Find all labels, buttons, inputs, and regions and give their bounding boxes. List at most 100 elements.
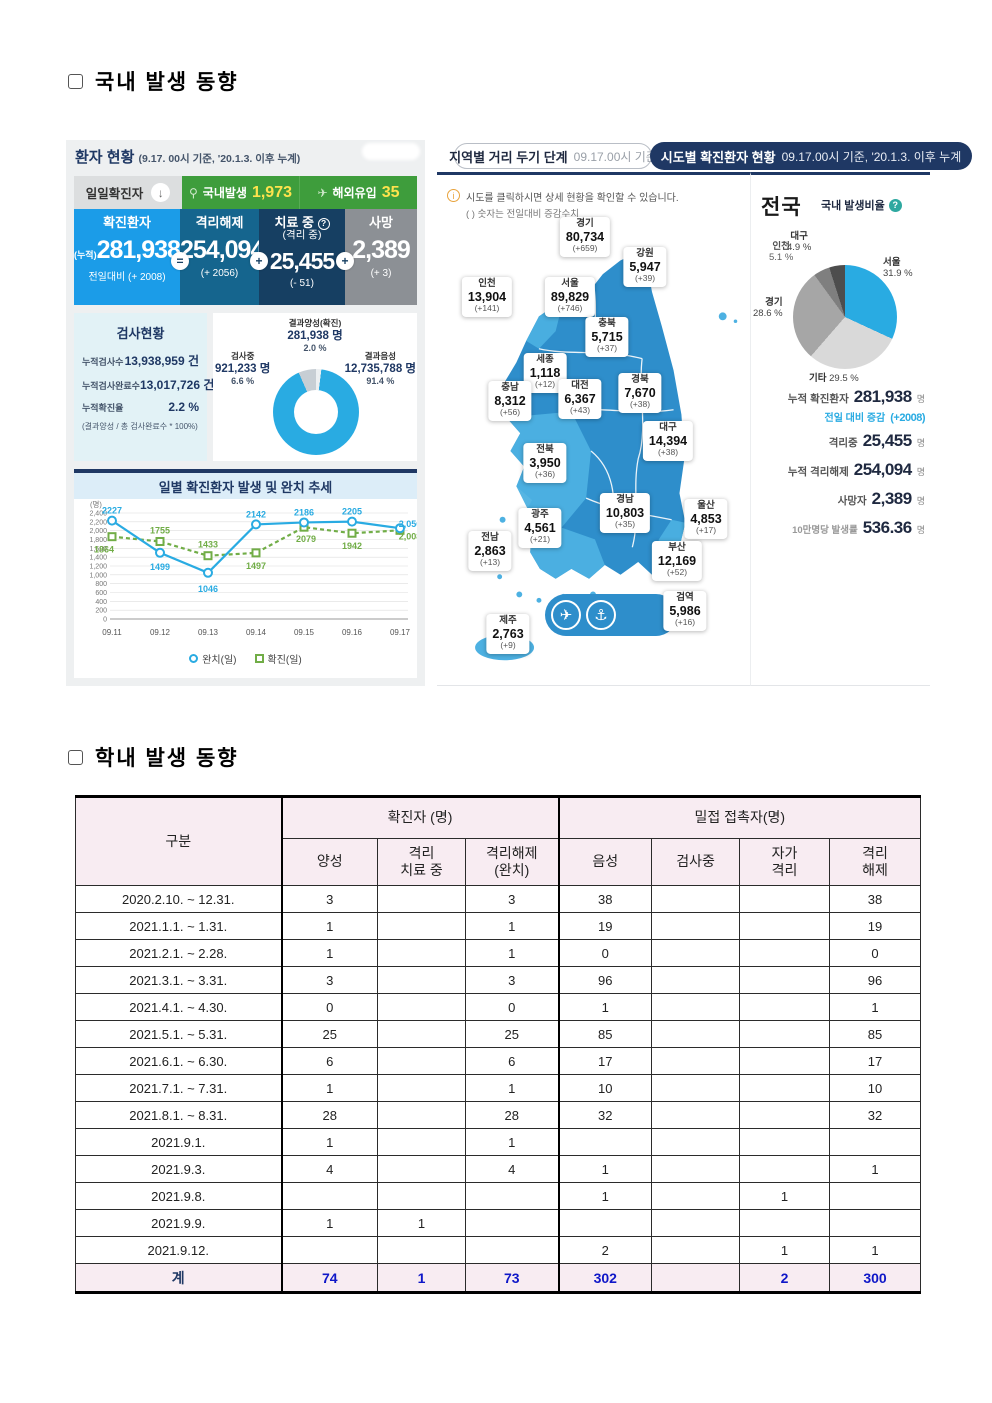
region-label-경북[interactable]: 경북 7,670 (+38) xyxy=(618,372,662,414)
col-subheader-2: 격리해제 (완치) xyxy=(464,838,560,886)
value-cell: 1 xyxy=(739,1236,831,1264)
value-cell xyxy=(829,1182,922,1210)
value-cell: 0 xyxy=(557,939,653,967)
value-cell: 96 xyxy=(557,966,653,994)
value-cell xyxy=(377,1047,466,1075)
national-stat-row: 전일 대비 증감 (+2008) xyxy=(824,412,926,424)
region-label-부산[interactable]: 부산 12,169 (+52) xyxy=(651,540,703,582)
value-cell: 1 xyxy=(464,1128,560,1156)
value-cell: 38 xyxy=(829,885,922,913)
value-cell xyxy=(651,1101,741,1129)
pie-label-daegu: 대구 4.9 % xyxy=(787,231,812,254)
value-cell: 1 xyxy=(280,939,378,967)
tab-regional-status[interactable]: 시도별 확진환자 현황 09.17.00시 기준, '20.1.3. 이후 누계 xyxy=(650,142,972,170)
col-subheader-3: 음성 xyxy=(557,838,653,886)
region-label-전북[interactable]: 전북 3,950 (+36) xyxy=(523,442,567,484)
value-cell xyxy=(280,1182,378,1210)
svg-text:2227: 2227 xyxy=(102,506,122,516)
region-label-검역[interactable]: 검역 5,986 (+16) xyxy=(663,590,707,632)
pie-title: 국내 발생비율 xyxy=(821,200,885,212)
value-cell xyxy=(377,1155,466,1183)
region-label-경남[interactable]: 경남 10,803 (+35) xyxy=(599,492,651,534)
value-cell: 1 xyxy=(829,1236,922,1264)
test-status-note: (결과양성 / 총 검사완료수 * 100%) xyxy=(82,422,198,431)
imported-value: 35 xyxy=(381,183,400,201)
value-cell xyxy=(377,912,466,940)
table-row: 2021.2.1. ~ 2.28. 1 1 0 0 xyxy=(75,939,922,967)
svg-text:1755: 1755 xyxy=(150,525,170,535)
region-label-대전[interactable]: 대전 6,367 (+43) xyxy=(558,378,602,420)
value-cell xyxy=(651,1209,741,1237)
value-cell: 1 xyxy=(557,1155,653,1183)
domestic-value: 1,973 xyxy=(251,183,292,201)
legend-confirmed: 확진(일) xyxy=(267,655,302,666)
region-label-서울[interactable]: 서울 89,829 (+746) xyxy=(544,276,596,318)
region-label-강원[interactable]: 강원 5,947 (+39) xyxy=(623,246,667,288)
svg-text:2,056: 2,056 xyxy=(399,519,417,529)
trend-chart-title: 일별 확진환자 발생 및 완치 추세 xyxy=(74,469,417,499)
patient-status-panel: 환자 현황 (9.17. 00시 기준, '20.1.3. 이후 누계) 일일확… xyxy=(66,140,425,686)
pie-title-row: 국내 발생비율 ? xyxy=(821,197,902,213)
value-cell xyxy=(377,966,466,994)
value-cell xyxy=(651,1263,741,1293)
value-cell: 0 xyxy=(464,993,560,1021)
value-cell xyxy=(651,1182,741,1210)
region-label-대구[interactable]: 대구 14,394 (+38) xyxy=(642,420,694,462)
value-cell xyxy=(829,1209,922,1237)
region-label-인천[interactable]: 인천 13,904 (+141) xyxy=(461,276,513,318)
svg-text:1,000: 1,000 xyxy=(89,572,107,579)
tab-distancing-level[interactable]: 지역별 거리 두기 단계 09.17.00시 기준 xyxy=(449,143,657,169)
info-icon: i xyxy=(447,189,460,202)
svg-text:2,400: 2,400 xyxy=(89,511,107,518)
airplane-icon: ✈ xyxy=(551,600,581,630)
svg-text:09.11: 09.11 xyxy=(102,628,122,637)
national-stat-row: 사망자 2,389 명 xyxy=(837,489,925,508)
period-cell: 2021.3.1. ~ 3.31. xyxy=(75,966,282,994)
value-cell xyxy=(739,1155,831,1183)
value-cell xyxy=(377,1074,466,1102)
table-row: 2021.8.1. ~ 8.31. 28 28 32 32 xyxy=(75,1101,922,1129)
section2-title-text: 학내 발생 동향 xyxy=(95,747,239,770)
daily-confirmed-label-cell: 일일확진자 ↓ xyxy=(74,176,182,209)
svg-text:2142: 2142 xyxy=(246,509,266,519)
region-label-충남[interactable]: 충남 8,312 (+56) xyxy=(488,380,532,422)
value-cell xyxy=(651,993,741,1021)
domestic-cases-cell: ⚲ 국내발생 1,973 xyxy=(182,176,299,209)
value-cell: 85 xyxy=(829,1020,922,1048)
test-stat-row: 누적검사수 13,938,959 건 xyxy=(82,354,199,368)
question-icon[interactable]: ? xyxy=(317,217,330,230)
quarantine-pill[interactable]: ✈ ⚓ xyxy=(545,594,677,636)
region-label-제주[interactable]: 제주 2,763 (+9) xyxy=(486,613,530,655)
table-row: 2021.7.1. ~ 7.31. 1 1 10 10 xyxy=(75,1074,922,1102)
region-label-울산[interactable]: 울산 4,853 (+17) xyxy=(684,498,728,540)
svg-text:1433: 1433 xyxy=(198,540,218,550)
region-label-광주[interactable]: 광주 4,561 (+21) xyxy=(518,507,562,549)
value-cell: 17 xyxy=(829,1047,922,1075)
table-total-row: 계 74 1 73 302 2 300 xyxy=(75,1263,922,1293)
value-cell xyxy=(739,966,831,994)
svg-text:09.17: 09.17 xyxy=(390,628,411,637)
svg-text:2205: 2205 xyxy=(342,507,362,517)
value-cell xyxy=(739,939,831,967)
value-cell xyxy=(377,1182,466,1210)
col-subheader-4: 검사중 xyxy=(651,838,741,886)
value-cell: 0 xyxy=(829,939,922,967)
region-label-전남[interactable]: 전남 2,863 (+13) xyxy=(468,530,512,572)
plus-joiner-icon: + xyxy=(250,252,268,270)
stat-card-1: 격리해제 254,094 (+ 2056) xyxy=(180,209,264,305)
value-cell xyxy=(377,1128,466,1156)
region-label-충북[interactable]: 충북 5,715 (+37) xyxy=(585,316,629,358)
help-icon[interactable]: ? xyxy=(888,198,902,212)
col-subheader-0: 양성 xyxy=(280,838,378,886)
value-cell xyxy=(377,885,466,913)
pie-label-incheon: 인천 5.1 % xyxy=(769,241,794,264)
value-cell: 1 xyxy=(464,1074,560,1102)
value-cell xyxy=(739,1020,831,1048)
region-label-경기[interactable]: 경기 80,734 (+659) xyxy=(559,216,611,258)
value-cell xyxy=(739,1101,831,1129)
trend-chart-legend: 완치(일) 확진(일) xyxy=(74,651,417,666)
svg-text:800: 800 xyxy=(95,581,107,588)
col-subheader-5: 자가 격리 xyxy=(739,838,831,886)
table-row: 2021.9.3. 4 4 1 1 xyxy=(75,1155,922,1183)
